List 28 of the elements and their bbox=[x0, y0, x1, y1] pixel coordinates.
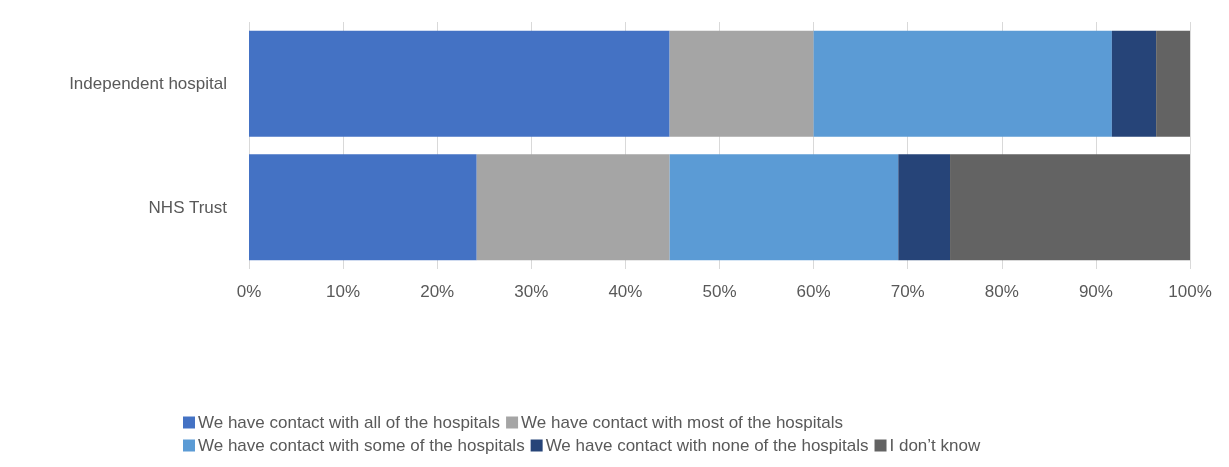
x-tick-label: 50% bbox=[702, 282, 737, 301]
y-tick-label: NHS Trust bbox=[148, 197, 228, 217]
bar bbox=[1111, 30, 1157, 137]
x-tick-label: 10% bbox=[326, 282, 361, 301]
bar bbox=[249, 154, 477, 261]
legend-label: We have contact with some of the hospitals bbox=[198, 436, 525, 455]
legend-label: We have contact with most of the hospitals bbox=[521, 413, 843, 432]
x-tick-label: 20% bbox=[420, 282, 455, 301]
x-tick-label: 100% bbox=[1168, 282, 1212, 301]
x-tick-label: 70% bbox=[890, 282, 925, 301]
bar bbox=[1156, 30, 1190, 137]
bar bbox=[813, 30, 1112, 137]
x-tick-label: 60% bbox=[796, 282, 831, 301]
bar bbox=[950, 154, 1190, 261]
x-tick-label: 30% bbox=[514, 282, 549, 301]
y-tick-label: Independent hospital bbox=[69, 74, 227, 94]
legend-label: We have contact with all of the hospitals bbox=[198, 413, 501, 432]
bar bbox=[669, 154, 899, 261]
x-tick-label: 40% bbox=[608, 282, 643, 301]
x-tick-label: 0% bbox=[236, 282, 262, 301]
bar bbox=[898, 154, 951, 261]
legend-label: I don’t know bbox=[889, 436, 981, 455]
x-tick-label: 80% bbox=[984, 282, 1019, 301]
bar bbox=[669, 30, 814, 137]
bar bbox=[249, 30, 670, 137]
bar bbox=[476, 154, 670, 261]
x-tick-label: 90% bbox=[1078, 282, 1113, 301]
legend-label: We have contact with none of the hospitals bbox=[545, 436, 869, 455]
